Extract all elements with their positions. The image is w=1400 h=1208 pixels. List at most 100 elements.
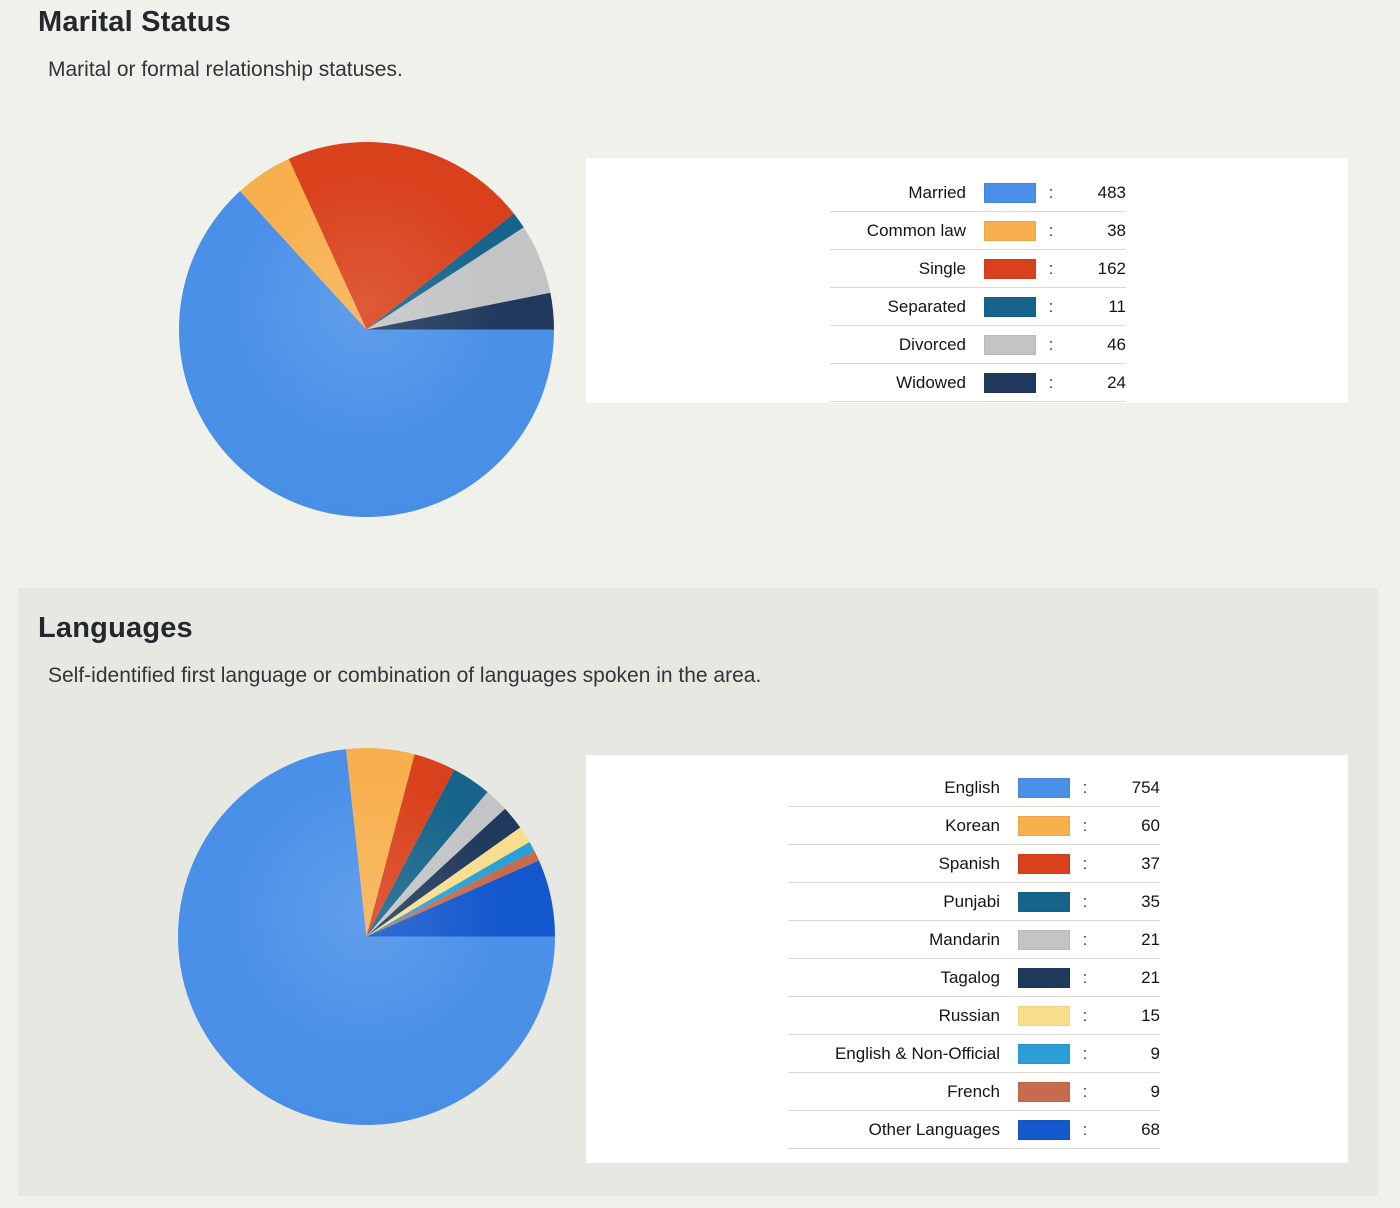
- pie-slice-english-non-official[interactable]: [366, 842, 535, 937]
- legend-color-swatch: [984, 182, 1036, 203]
- languages-legend-card: English: 754 Korean: 60 Spanish: 37 Punjabi: 35…: [586, 755, 1348, 1163]
- legend-label: Russian: [938, 1005, 1000, 1025]
- legend-separator: :: [1048, 182, 1054, 202]
- legend-value: 35: [1141, 891, 1160, 911]
- languages-subtitle: Self-identified first language or combin…: [48, 664, 762, 687]
- pie-slice-divorced[interactable]: [366, 227, 551, 330]
- legend-color-swatch: [984, 334, 1036, 355]
- legend-row-separated[interactable]: Separated: 11: [830, 288, 1126, 326]
- legend-label: Separated: [887, 296, 966, 316]
- legend-value: 37: [1141, 853, 1160, 873]
- legend-row-single[interactable]: Single: 162: [830, 250, 1126, 288]
- marital-status-subtitle: Marital or formal relationship statuses.: [48, 58, 403, 81]
- legend-label: Other Languages: [868, 1119, 1000, 1139]
- legend-row-common-law[interactable]: Common law: 38: [830, 212, 1126, 250]
- legend-row-married[interactable]: Married: 483: [830, 174, 1126, 212]
- legend-value: 24: [1107, 372, 1126, 392]
- legend-label: English: [944, 777, 1000, 797]
- legend-color-swatch: [1018, 1119, 1070, 1140]
- legend-label: Married: [908, 182, 966, 202]
- legend-separator: :: [1082, 1081, 1088, 1101]
- legend-row-english-non-official[interactable]: English & Non-Official: 9: [788, 1035, 1160, 1073]
- pie-slice-english[interactable]: [178, 749, 555, 1125]
- legend-separator: :: [1048, 334, 1054, 354]
- legend-value: 11: [1108, 296, 1126, 316]
- marital-status-legend: Married: 483 Common law: 38 Single: 162 Separa…: [830, 174, 1126, 402]
- legend-label: Korean: [945, 815, 1000, 835]
- legend-label: Divorced: [898, 334, 966, 354]
- legend-color-swatch: [984, 220, 1036, 241]
- legend-row-korean[interactable]: Korean: 60: [788, 807, 1160, 845]
- legend-separator: :: [1048, 296, 1054, 316]
- legend-row-other-languages[interactable]: Other Languages: 68: [788, 1111, 1160, 1149]
- legend-color-swatch: [1018, 1081, 1070, 1102]
- pie-slice-punjabi[interactable]: [366, 769, 488, 937]
- legend-color-swatch: [1018, 967, 1070, 988]
- legend-row-spanish[interactable]: Spanish: 37: [788, 845, 1160, 883]
- legend-label: Tagalog: [940, 967, 1000, 987]
- pie-slice-french[interactable]: [366, 851, 539, 937]
- legend-row-widowed[interactable]: Widowed: 24: [830, 364, 1126, 402]
- legend-label: Spanish: [938, 853, 1000, 873]
- legend-label: Punjabi: [943, 891, 1000, 911]
- legend-label: English & Non-Official: [834, 1043, 1000, 1063]
- legend-row-russian[interactable]: Russian: 15: [788, 997, 1160, 1035]
- legend-row-french[interactable]: French: 9: [788, 1073, 1160, 1111]
- legend-separator: :: [1082, 1005, 1088, 1025]
- marital-status-legend-card: Married: 483 Common law: 38 Single: 162 Separa…: [586, 158, 1348, 403]
- languages-title: Languages: [38, 612, 193, 644]
- legend-label: Widowed: [896, 372, 966, 392]
- legend-color-swatch: [984, 372, 1036, 393]
- languages-legend: English: 754 Korean: 60 Spanish: 37 Punjabi: 35…: [788, 769, 1160, 1149]
- legend-value: 162: [1097, 258, 1126, 278]
- legend-row-mandarin[interactable]: Mandarin: 21: [788, 921, 1160, 959]
- marital-status-title: Marital Status: [38, 6, 231, 38]
- legend-color-swatch: [1018, 1005, 1070, 1026]
- legend-row-punjabi[interactable]: Punjabi: 35: [788, 883, 1160, 921]
- pie-slice-common-law[interactable]: [240, 158, 367, 330]
- legend-row-tagalog[interactable]: Tagalog: 21: [788, 959, 1160, 997]
- pie-slice-korean[interactable]: [346, 748, 415, 937]
- legend-separator: :: [1048, 220, 1054, 240]
- legend-value: 68: [1141, 1119, 1160, 1139]
- legend-value: 60: [1141, 815, 1160, 835]
- languages-pie-chart: [178, 748, 555, 1125]
- legend-row-divorced[interactable]: Divorced: 46: [830, 326, 1126, 364]
- legend-label: Common law: [866, 220, 966, 240]
- pie-slice-separated[interactable]: [366, 213, 524, 330]
- pie-slice-mandarin[interactable]: [366, 792, 506, 937]
- legend-color-swatch: [1018, 929, 1070, 950]
- legend-separator: :: [1048, 372, 1054, 392]
- legend-value: 15: [1141, 1005, 1160, 1025]
- legend-value: 38: [1107, 220, 1126, 240]
- languages-pie-svg: [178, 748, 555, 1125]
- pie-slice-other-languages[interactable]: [366, 860, 556, 937]
- legend-separator: :: [1082, 929, 1088, 949]
- legend-color-swatch: [1018, 891, 1070, 912]
- legend-separator: :: [1082, 891, 1088, 911]
- legend-color-swatch: [1018, 777, 1070, 798]
- pie-slice-russian[interactable]: [366, 827, 530, 937]
- pie-slice-widowed[interactable]: [366, 292, 555, 330]
- pie-slice-tagalog[interactable]: [366, 808, 521, 937]
- legend-value: 754: [1131, 777, 1160, 797]
- pie-slice-single[interactable]: [288, 142, 514, 330]
- legend-value: 483: [1097, 182, 1126, 202]
- legend-label: Mandarin: [929, 929, 1000, 949]
- legend-color-swatch: [1018, 853, 1070, 874]
- legend-separator: :: [1082, 777, 1088, 797]
- legend-separator: :: [1082, 967, 1088, 987]
- legend-color-swatch: [1018, 815, 1070, 836]
- legend-row-english[interactable]: English: 754: [788, 769, 1160, 807]
- legend-label: Single: [918, 258, 966, 278]
- pie-slice-married[interactable]: [179, 191, 554, 517]
- marital-status-pie-svg: [179, 142, 554, 517]
- legend-color-swatch: [984, 258, 1036, 279]
- legend-separator: :: [1082, 1119, 1088, 1139]
- legend-separator: :: [1082, 853, 1088, 873]
- legend-color-swatch: [984, 296, 1036, 317]
- pie-slice-spanish[interactable]: [366, 754, 455, 937]
- legend-color-swatch: [1018, 1043, 1070, 1064]
- legend-value: 21: [1141, 929, 1160, 949]
- legend-value: 21: [1141, 967, 1160, 987]
